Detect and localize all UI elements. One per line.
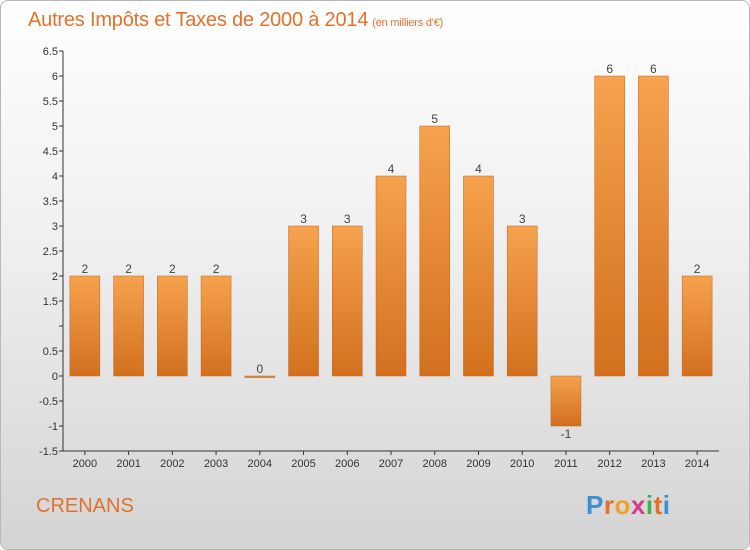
chart-title: Autres Impôts et Taxes de 2000 à 2014 (en… <box>28 9 444 31</box>
logo-letter: o <box>614 490 631 520</box>
y-tick-label: 5 <box>52 121 58 133</box>
value-label: 5 <box>431 112 438 126</box>
proxiti-logo[interactable]: Proxiti <box>586 490 670 521</box>
x-tick-label: 2011 <box>554 458 578 470</box>
logo-letter: t <box>653 490 663 520</box>
y-tick-label: 0.5 <box>43 346 58 358</box>
logo-letter: i <box>662 490 671 520</box>
y-tick-label: 4 <box>52 171 58 183</box>
value-label: 2 <box>213 262 220 276</box>
y-tick-label: 1.5 <box>43 296 58 308</box>
bar <box>681 275 713 377</box>
x-tick-label: 2008 <box>422 458 446 470</box>
y-tick-label: 2.5 <box>43 246 58 258</box>
value-label: 3 <box>300 212 307 226</box>
bars <box>69 75 713 427</box>
bar <box>244 375 276 378</box>
x-tick-label: 2014 <box>685 458 709 470</box>
x-tick-label: 2006 <box>335 458 359 470</box>
x-tick-label: 2009 <box>466 458 490 470</box>
value-label: 2 <box>169 262 176 276</box>
commune-name: CRENANS <box>36 495 134 517</box>
bar <box>463 175 494 377</box>
x-tick-label: 2000 <box>73 458 97 470</box>
axes: -1.5 -1 -0.5 0 0.5 1.5 2 2.5 3 3.5 4 4.5 5 5.5 6 6.5 200… <box>39 46 719 470</box>
value-label: 6 <box>650 62 657 76</box>
bar <box>594 75 625 377</box>
bar <box>550 375 582 427</box>
bar <box>638 75 669 377</box>
value-labels: 2 2 2 2 0 3 3 4 5 4 3 -1 6 6 2 <box>82 62 701 441</box>
x-tick-label: 2004 <box>248 458 272 470</box>
value-label: 2 <box>82 262 89 276</box>
y-tick-label: 3 <box>52 221 58 233</box>
x-tick-label: 2012 <box>597 458 621 470</box>
logo-letter: i <box>645 490 654 520</box>
value-label: 4 <box>475 162 482 176</box>
bar <box>288 225 319 377</box>
x-tick-label: 2001 <box>116 458 140 470</box>
bar <box>157 275 188 377</box>
value-label: 2 <box>694 262 701 276</box>
chart-subtitle: (en milliers d'€) <box>372 17 444 29</box>
y-tick-label: 6 <box>52 71 58 83</box>
bar <box>332 225 363 377</box>
y-tick-label: 6.5 <box>43 46 58 58</box>
value-label: 2 <box>125 262 132 276</box>
logo-letter: x <box>630 490 646 520</box>
bar <box>113 275 144 377</box>
value-label: 4 <box>388 162 395 176</box>
y-tick-label: -0.5 <box>39 396 58 408</box>
value-label: 3 <box>519 212 526 226</box>
y-tick-label: -1 <box>48 421 58 433</box>
value-label: -1 <box>561 427 572 441</box>
x-tick-label: 2010 <box>510 458 534 470</box>
x-tick-label: 2013 <box>641 458 665 470</box>
value-label: 0 <box>256 362 263 376</box>
y-tick-label: 3.5 <box>43 196 58 208</box>
y-tick-label: 2 <box>52 271 58 283</box>
x-tick-label: 2003 <box>204 458 228 470</box>
y-tick-label: -1.5 <box>39 446 58 458</box>
bar <box>200 275 232 377</box>
logo-letter: r <box>603 490 615 520</box>
bar <box>506 225 538 377</box>
logo-letter: P <box>586 490 604 520</box>
x-tick-label: 2005 <box>291 458 315 470</box>
value-label: 3 <box>344 212 351 226</box>
bar <box>419 125 450 377</box>
bar <box>69 275 101 377</box>
x-tick-label: 2002 <box>160 458 184 470</box>
y-tick-label: 0 <box>52 371 58 383</box>
bar <box>375 175 407 377</box>
x-tick-label: 2007 <box>379 458 403 470</box>
y-tick-label: 4.5 <box>43 146 58 158</box>
value-label: 6 <box>606 62 613 76</box>
y-tick-label: 5.5 <box>43 96 58 108</box>
